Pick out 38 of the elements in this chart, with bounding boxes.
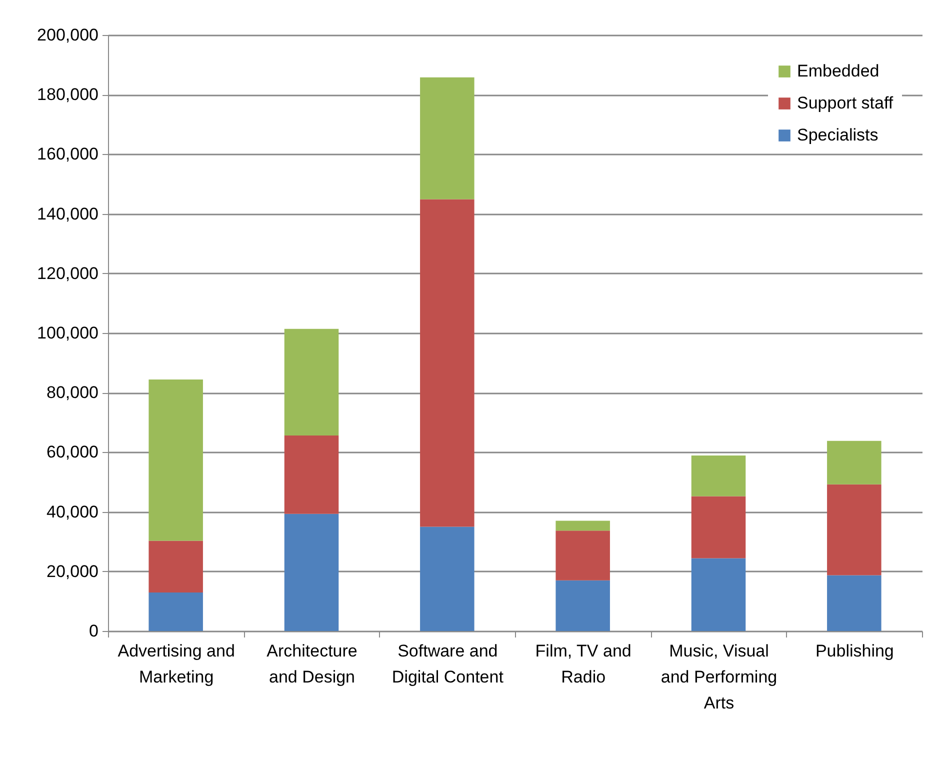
y-tick-label: 80,000	[46, 383, 98, 402]
x-tick-label: Music, Visual and Performing Arts	[660, 642, 778, 712]
y-tick-label: 100,000	[37, 324, 98, 342]
legend-label: Specialists	[797, 126, 878, 144]
bar	[691, 496, 746, 558]
bar	[827, 575, 882, 631]
bar	[148, 540, 203, 593]
y-tick-label: 120,000	[37, 264, 98, 283]
x-tick-label: Film, TV and Radio	[535, 642, 632, 686]
bar	[284, 328, 339, 436]
x-tick-label: Software and Digital Content	[392, 642, 504, 686]
y-tick-label: 20,000	[46, 562, 98, 581]
bar	[148, 592, 203, 631]
bar	[148, 379, 203, 541]
bar	[284, 514, 339, 631]
bar	[284, 436, 339, 514]
y-tick-label: 200,000	[37, 26, 98, 44]
x-tick-label: Publishing	[815, 642, 894, 660]
bar	[556, 580, 610, 631]
y-tick-label: 0	[89, 622, 98, 640]
y-tick-label: 180,000	[37, 85, 98, 104]
x-tick-label: Architecture and Design	[266, 642, 358, 686]
bar	[691, 558, 746, 631]
bar	[691, 455, 746, 496]
y-tick-label: 140,000	[37, 204, 98, 224]
y-tick-label: 40,000	[46, 502, 98, 522]
legend-label: Embedded	[797, 62, 880, 80]
bar	[827, 440, 882, 484]
bar	[420, 526, 474, 631]
bar	[556, 530, 610, 580]
legend-label: Support staff	[797, 94, 894, 112]
bar	[827, 484, 882, 576]
y-tick-label: 60,000	[46, 442, 98, 462]
y-tick-label: 160,000	[37, 144, 98, 164]
bar	[420, 77, 474, 200]
bar	[556, 520, 610, 531]
bar	[420, 199, 474, 527]
x-tick-label: Advertising and Marketing	[118, 642, 235, 686]
